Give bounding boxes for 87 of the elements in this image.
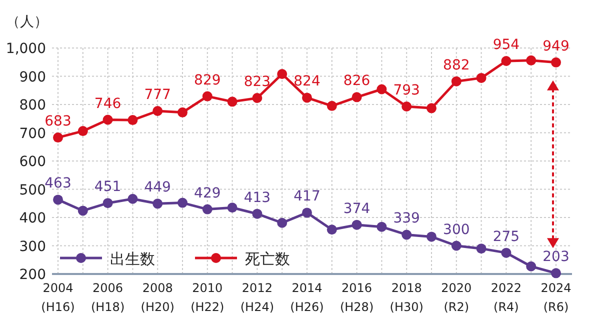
y-tick-label: 500 [19, 182, 46, 198]
y-tick-label: 1,000 [6, 41, 46, 57]
point [227, 96, 238, 107]
data-label: 683 [44, 114, 72, 130]
point [78, 206, 88, 216]
y-tick-label: 900 [19, 69, 46, 86]
point [202, 204, 212, 214]
point [476, 244, 486, 254]
y-tick-label: 300 [19, 238, 46, 255]
x-tick-label: 2022 (R4) [490, 281, 522, 314]
point [352, 92, 362, 102]
data-label: 203 [542, 249, 570, 266]
point [202, 91, 212, 102]
x-tick-label: 2010 (H22) [190, 281, 224, 314]
point [376, 222, 387, 232]
data-label: 417 [294, 188, 320, 205]
point [152, 106, 163, 116]
x-tick-label: 2018 (H30) [390, 281, 424, 314]
point [53, 132, 63, 143]
data-label: 826 [343, 73, 370, 90]
legend-label: 死亡数 [245, 250, 290, 268]
point [53, 194, 63, 205]
x-tick-label: 2016 (H28) [340, 281, 374, 314]
data-label: 824 [294, 74, 320, 90]
data-label: 746 [94, 96, 122, 112]
point [526, 55, 536, 66]
point [178, 198, 188, 208]
point [128, 194, 138, 204]
data-label: 793 [393, 82, 420, 98]
y-tick-label: 600 [19, 154, 46, 170]
legend-label: 出生数 [110, 250, 155, 268]
x-tick-label: 2020 (R2) [441, 281, 472, 314]
data-label: 449 [144, 180, 171, 196]
x-tick-label: 2014 (H26) [290, 281, 324, 314]
data-label: 413 [244, 190, 271, 206]
data-label: 339 [393, 210, 420, 227]
point [551, 268, 561, 278]
x-tick-label: 2008 (H20) [140, 281, 174, 314]
data-label: 829 [194, 72, 221, 88]
data-label: 275 [492, 228, 520, 245]
point [178, 107, 188, 118]
point [277, 218, 288, 228]
point [501, 248, 512, 258]
y-axis-title: （人） [6, 14, 48, 30]
data-label: 949 [542, 38, 570, 54]
data-label: 300 [443, 222, 470, 238]
point [102, 114, 113, 125]
point [252, 208, 262, 219]
point [302, 92, 312, 103]
y-tick-label: 200 [19, 267, 46, 283]
point [326, 224, 337, 235]
point [402, 230, 412, 240]
point [451, 76, 462, 86]
data-label: 463 [44, 176, 72, 192]
point [128, 115, 138, 126]
point [451, 240, 462, 251]
point [526, 261, 536, 272]
y-tick-label: 700 [19, 126, 46, 142]
point [227, 202, 238, 213]
point [402, 101, 412, 112]
point [252, 93, 262, 104]
point [551, 57, 561, 68]
point [78, 126, 88, 136]
x-tick-label: 2012 (H24) [240, 281, 274, 314]
point [302, 208, 312, 218]
point [426, 232, 436, 242]
point [426, 103, 436, 114]
x-tick-label: 2004 (H16) [41, 281, 75, 314]
data-label: 374 [343, 200, 370, 217]
data-label: 823 [244, 74, 271, 90]
point [102, 198, 113, 208]
data-label: 882 [443, 57, 470, 74]
point [352, 220, 362, 230]
point [501, 56, 512, 66]
point [476, 72, 486, 83]
x-tick-label: 2024 (R6) [540, 281, 572, 314]
data-label: 954 [492, 36, 520, 53]
point [326, 100, 337, 111]
point [152, 198, 163, 209]
point [376, 84, 387, 94]
data-label: 451 [94, 179, 122, 196]
point [277, 68, 288, 79]
data-label: 429 [194, 185, 221, 202]
y-tick-label: 800 [19, 98, 46, 114]
x-tick-label: 2006 (H18) [90, 281, 125, 314]
data-label: 777 [144, 86, 171, 103]
y-tick-label: 400 [19, 210, 46, 226]
